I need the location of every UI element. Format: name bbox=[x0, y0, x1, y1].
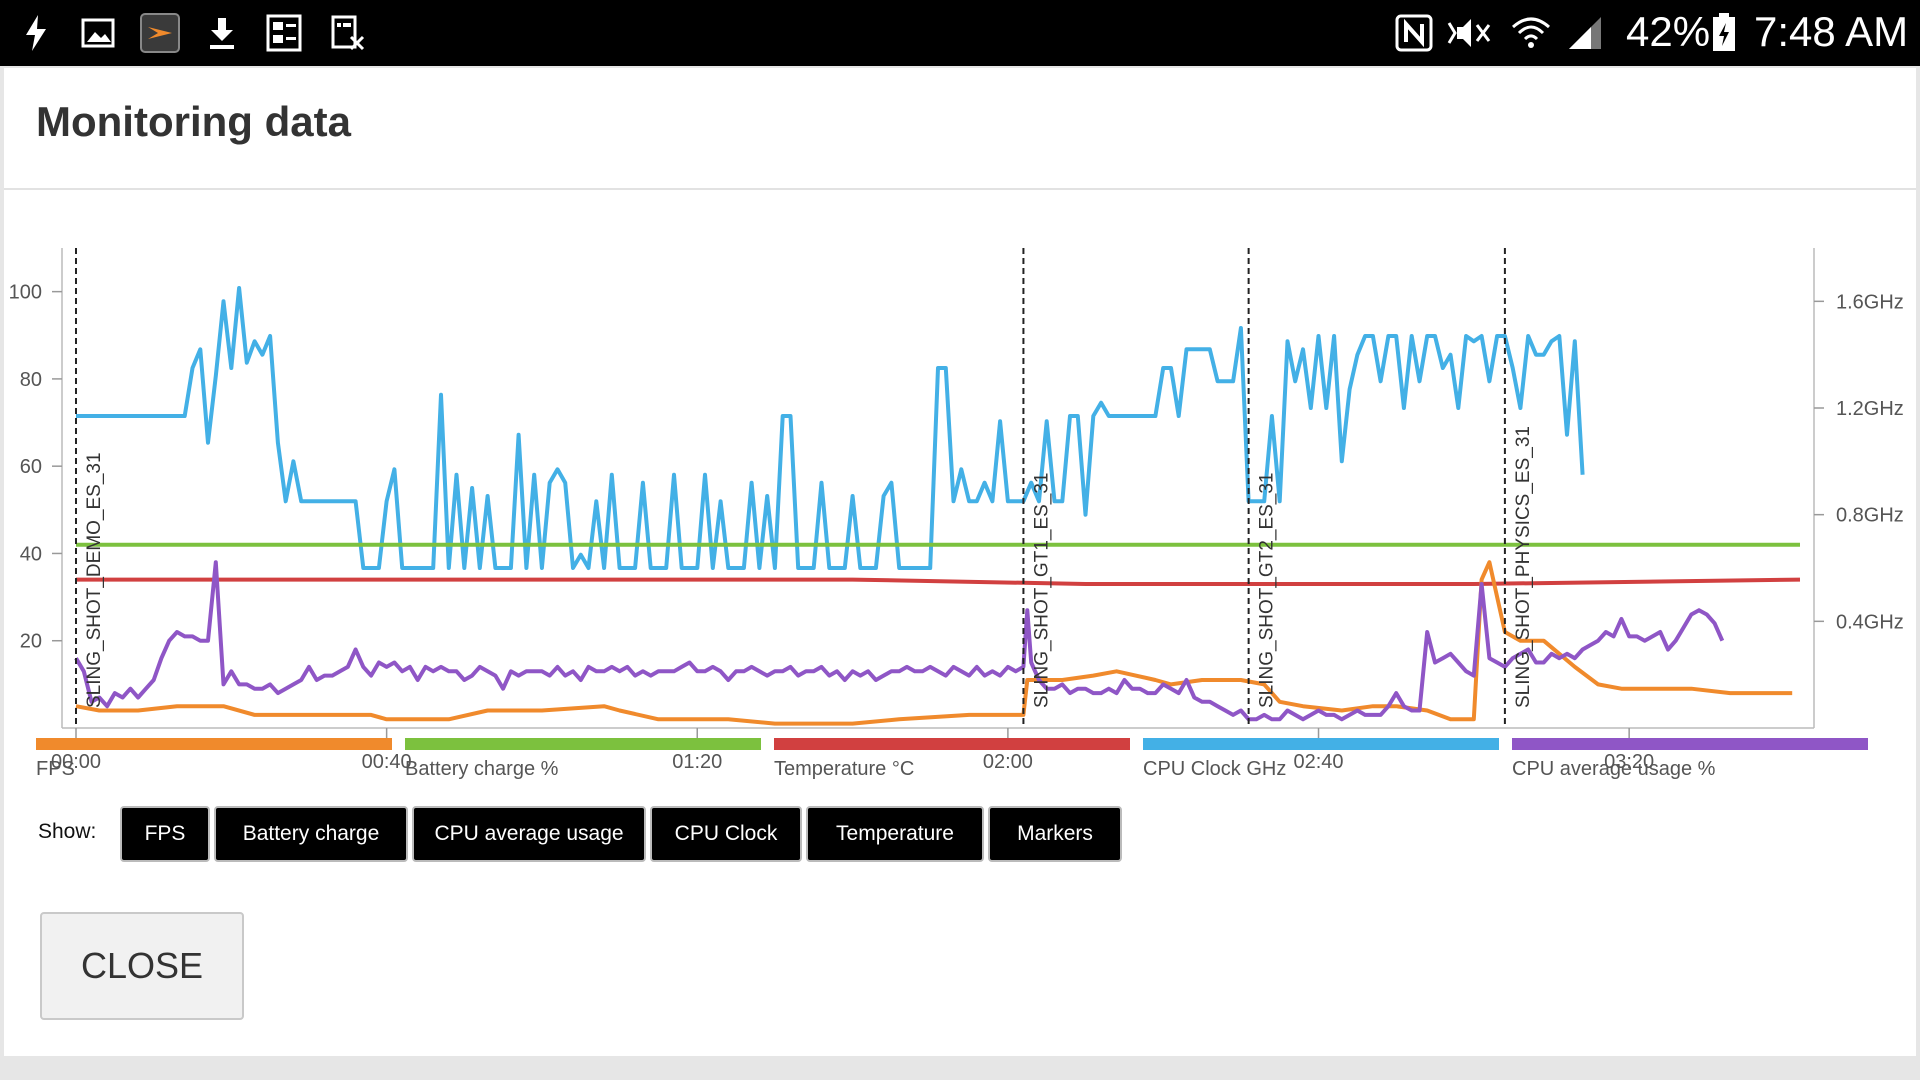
x-tick-label: 00:40 bbox=[362, 751, 412, 773]
marker-label: SLING_SHOT_PHYSICS_ES_31 bbox=[1513, 426, 1534, 708]
y-left-tick-label: 60 bbox=[20, 456, 42, 478]
y-left-tick-label: 20 bbox=[20, 631, 42, 653]
legend-temperature: Temperature °C bbox=[774, 738, 1130, 781]
series-line-cpu-average-usage- bbox=[74, 560, 1725, 722]
y-right-tick-label: 1.6GHz bbox=[1836, 291, 1904, 313]
marker-label: SLING_SHOT_DEMO_ES_31 bbox=[84, 452, 105, 708]
toggle-temperature[interactable]: Temperature bbox=[806, 806, 984, 862]
clock: 7:48 AM bbox=[1754, 8, 1909, 55]
toggle-battery-charge[interactable]: Battery charge bbox=[214, 806, 408, 862]
marker-label: SLING_SHOT_GT1_ES_31 bbox=[1031, 473, 1052, 709]
y-right-tick-label: 0.4GHz bbox=[1836, 611, 1904, 633]
toggle-cpu-clock[interactable]: CPU Clock bbox=[650, 806, 802, 862]
legend-fps-label: FPS bbox=[36, 758, 75, 780]
legend-cpu-clock-label: CPU Clock GHz bbox=[1143, 758, 1287, 780]
status-bar: 42% 7:48 AM bbox=[0, 0, 1920, 66]
monitoring-chart: 100 80 60 40 20 1.6GHz 1.2GHz 0.8GHz 0.4GHz 00:00… bbox=[4, 218, 1916, 778]
legend-cpu-usage-swatch bbox=[1512, 738, 1868, 750]
legend-fps: FPS bbox=[36, 738, 392, 781]
clipboard-icon bbox=[264, 13, 304, 53]
monitoring-dialog: Monitoring data 100 80 60 40 20 1.6GHz 1.2GHz 0… bbox=[4, 68, 1916, 1056]
legend-cpu-clock-swatch bbox=[1143, 738, 1499, 750]
battery-percent: 42% bbox=[1626, 8, 1711, 55]
legend-battery-label: Battery charge % bbox=[405, 758, 559, 780]
legend-cpu-usage: CPU average usage % bbox=[1512, 738, 1868, 781]
legend-battery: Battery charge % bbox=[405, 738, 761, 781]
signal-icon bbox=[1566, 13, 1604, 53]
toggle-fps[interactable]: FPS bbox=[120, 806, 210, 862]
dialog-title: Monitoring data bbox=[36, 98, 351, 145]
download-icon bbox=[206, 13, 238, 53]
legend-battery-swatch bbox=[405, 738, 761, 750]
x-tick-label: 02:00 bbox=[983, 751, 1033, 773]
toggle-cpu-average-usage[interactable]: CPU average usage bbox=[412, 806, 646, 862]
chart-legend: FPS Battery charge % Temperature °C CPU … bbox=[36, 738, 1896, 798]
y-left-tick-label: 80 bbox=[20, 369, 42, 391]
close-button[interactable]: CLOSE bbox=[40, 912, 244, 1020]
screenshot-icon bbox=[330, 13, 366, 53]
show-label: Show: bbox=[38, 820, 97, 843]
series-line-fps bbox=[75, 560, 1793, 726]
gallery-icon bbox=[80, 13, 116, 53]
legend-fps-swatch bbox=[36, 738, 392, 750]
y-right-tick-label: 1.2GHz bbox=[1836, 398, 1904, 420]
y-left-tick-label: 40 bbox=[20, 543, 42, 565]
dialog-header: Monitoring data bbox=[4, 68, 1916, 190]
legend-temperature-swatch bbox=[774, 738, 1130, 750]
marker-label: SLING_SHOT_GT2_ES_31 bbox=[1257, 473, 1278, 709]
legend-temperature-label: Temperature °C bbox=[774, 758, 915, 780]
app-3dmark-icon bbox=[140, 13, 180, 53]
wifi-icon bbox=[1510, 13, 1552, 53]
mute-icon bbox=[1446, 13, 1498, 53]
battery-icon bbox=[1710, 13, 1738, 53]
legend-cpu-usage-label: CPU average usage % bbox=[1512, 758, 1716, 780]
x-tick-label: 01:20 bbox=[672, 751, 722, 773]
series-line-cpu-clock-ghz bbox=[76, 286, 1585, 570]
x-tick-label: 02:40 bbox=[1293, 751, 1343, 773]
legend-cpu-clock: CPU Clock GHz bbox=[1143, 738, 1499, 781]
x-tick-label: 03:20 bbox=[1604, 751, 1654, 773]
chart-svg: 100 80 60 40 20 1.6GHz 1.2GHz 0.8GHz 0.4GHz 00:00… bbox=[9, 248, 1904, 773]
y-right-tick-label: 0.8GHz bbox=[1836, 505, 1904, 527]
y-left-tick-label: 100 bbox=[9, 282, 42, 304]
flash-icon bbox=[22, 13, 50, 53]
nfc-icon bbox=[1394, 13, 1434, 53]
series-line-temperature-c bbox=[76, 577, 1801, 586]
x-tick-label: 00:00 bbox=[51, 751, 101, 773]
toggle-markers[interactable]: Markers bbox=[988, 806, 1122, 862]
